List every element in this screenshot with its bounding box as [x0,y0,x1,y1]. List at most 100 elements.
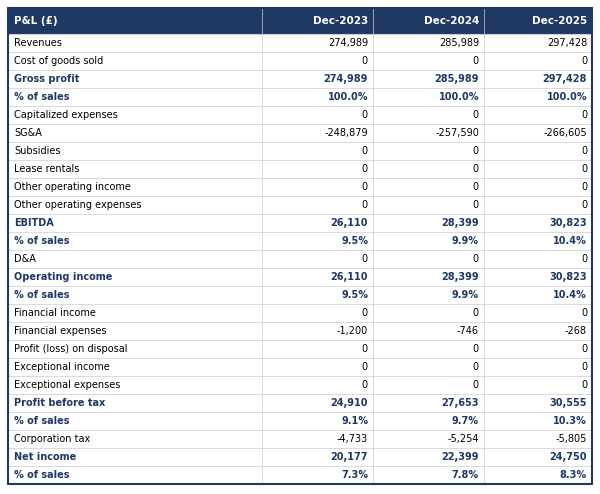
Text: 24,910: 24,910 [331,398,368,408]
Bar [8,196,592,214]
Text: SG&A: SG&A [14,128,42,138]
Text: 9.9%: 9.9% [452,236,479,246]
Text: 0: 0 [581,110,587,120]
Bar [8,286,592,304]
Text: -4,733: -4,733 [337,434,368,444]
Text: 20,177: 20,177 [331,452,368,462]
Text: Lease rentals: Lease rentals [14,164,79,174]
Text: Other operating expenses: Other operating expenses [14,200,142,210]
Text: 0: 0 [473,146,479,156]
Text: 0: 0 [362,164,368,174]
Text: Dec-2024: Dec-2024 [424,16,479,26]
Bar [8,412,592,430]
Text: 100.0%: 100.0% [547,92,587,102]
Text: 285,989: 285,989 [439,38,479,48]
Text: Corporation tax: Corporation tax [14,434,90,444]
Text: 9.7%: 9.7% [452,416,479,426]
Text: 7.8%: 7.8% [452,470,479,480]
Text: 285,989: 285,989 [434,74,479,84]
Text: D&A: D&A [14,254,36,264]
Bar [8,178,592,196]
Text: 0: 0 [362,110,368,120]
Text: 9.1%: 9.1% [341,416,368,426]
Text: 0: 0 [362,344,368,354]
Text: % of sales: % of sales [14,236,70,246]
Bar [8,8,592,34]
Text: 0: 0 [473,200,479,210]
Text: 0: 0 [581,182,587,192]
Text: 0: 0 [581,362,587,372]
Bar [8,394,592,412]
Text: % of sales: % of sales [14,470,70,480]
Text: % of sales: % of sales [14,290,70,300]
Text: 30,555: 30,555 [550,398,587,408]
Text: 0: 0 [473,56,479,66]
Text: -257,590: -257,590 [435,128,479,138]
Text: -248,879: -248,879 [325,128,368,138]
Text: 100.0%: 100.0% [439,92,479,102]
Text: Revenues: Revenues [14,38,62,48]
Text: 28,399: 28,399 [442,272,479,282]
Text: Exceptional income: Exceptional income [14,362,110,372]
Text: Other operating income: Other operating income [14,182,131,192]
Text: 297,428: 297,428 [542,74,587,84]
Bar [8,466,592,484]
Bar [8,322,592,340]
Bar [8,358,592,376]
Text: 30,823: 30,823 [550,272,587,282]
Text: 0: 0 [581,380,587,390]
Text: Dec-2023: Dec-2023 [313,16,368,26]
Text: 0: 0 [581,146,587,156]
Text: Financial expenses: Financial expenses [14,326,107,336]
Text: 9.9%: 9.9% [452,290,479,300]
Text: 8.3%: 8.3% [560,470,587,480]
Bar [8,70,592,88]
Text: 274,989: 274,989 [328,38,368,48]
Text: Net income: Net income [14,452,76,462]
Text: 0: 0 [362,182,368,192]
Text: 26,110: 26,110 [331,218,368,228]
Text: 10.4%: 10.4% [553,236,587,246]
Bar [8,52,592,70]
Text: 0: 0 [473,344,479,354]
Text: 0: 0 [581,56,587,66]
Text: Exceptional expenses: Exceptional expenses [14,380,121,390]
Bar [8,232,592,250]
Text: 0: 0 [473,308,479,318]
Text: Financial income: Financial income [14,308,96,318]
Text: 274,989: 274,989 [323,74,368,84]
Text: 0: 0 [362,254,368,264]
Bar [8,160,592,178]
Text: Gross profit: Gross profit [14,74,79,84]
Bar [8,124,592,142]
Text: 0: 0 [362,200,368,210]
Text: 0: 0 [473,380,479,390]
Text: Profit before tax: Profit before tax [14,398,105,408]
Text: 0: 0 [362,362,368,372]
Text: Dec-2025: Dec-2025 [532,16,587,26]
Text: 0: 0 [473,164,479,174]
Text: 27,653: 27,653 [442,398,479,408]
Text: Profit (loss) on disposal: Profit (loss) on disposal [14,344,128,354]
Text: -268: -268 [565,326,587,336]
Text: 0: 0 [362,56,368,66]
Text: EBITDA: EBITDA [14,218,54,228]
Text: 7.3%: 7.3% [341,470,368,480]
Text: -5,805: -5,805 [556,434,587,444]
Text: 0: 0 [581,164,587,174]
Bar [8,304,592,322]
Text: 22,399: 22,399 [442,452,479,462]
Text: 10.4%: 10.4% [553,290,587,300]
Text: -746: -746 [457,326,479,336]
Text: % of sales: % of sales [14,416,70,426]
Bar [8,214,592,232]
Text: Subsidies: Subsidies [14,146,61,156]
Text: P&L (£): P&L (£) [14,16,58,26]
Bar [8,340,592,358]
Bar [8,34,592,52]
Text: 0: 0 [473,182,479,192]
Bar [8,448,592,466]
Text: Cost of goods sold: Cost of goods sold [14,56,103,66]
Bar [8,106,592,124]
Bar [8,142,592,160]
